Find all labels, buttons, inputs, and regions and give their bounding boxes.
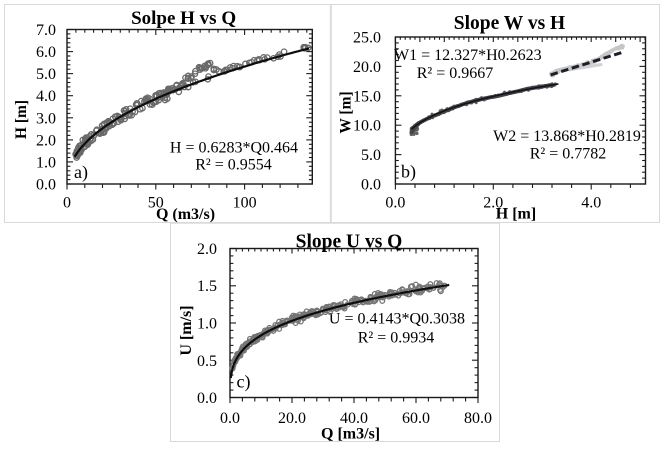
svg-text:20.0: 20.0 (353, 59, 381, 76)
svg-text:2.0: 2.0 (36, 132, 56, 149)
svg-text:100: 100 (233, 195, 257, 212)
svg-text:80.0: 80.0 (464, 410, 492, 427)
svg-text:b): b) (401, 161, 416, 182)
svg-text:0.0: 0.0 (220, 410, 240, 427)
svg-text:0.0: 0.0 (385, 195, 405, 212)
svg-text:0.0: 0.0 (361, 177, 381, 194)
svg-text:7.0: 7.0 (36, 22, 56, 39)
svg-text:U = 0.4143*Q0.3038: U = 0.4143*Q0.3038 (329, 311, 465, 328)
svg-text:1.5: 1.5 (197, 278, 217, 295)
svg-text:0: 0 (63, 195, 71, 212)
svg-text:60.0: 60.0 (402, 410, 430, 427)
svg-text:20.0: 20.0 (278, 410, 306, 427)
svg-text:H [m]: H [m] (13, 100, 30, 139)
svg-text:2.0: 2.0 (483, 195, 503, 212)
svg-text:R² = 0.9934: R² = 0.9934 (358, 330, 435, 347)
svg-text:6.0: 6.0 (36, 44, 56, 61)
svg-text:a): a) (74, 162, 88, 183)
svg-text:5.0: 5.0 (361, 147, 381, 164)
svg-text:Q [m3/s]: Q [m3/s] (321, 426, 380, 443)
svg-text:2.0: 2.0 (197, 241, 217, 258)
svg-text:c): c) (237, 372, 251, 393)
svg-text:R² = 0.9554: R² = 0.9554 (195, 157, 272, 174)
svg-text:Slope U vs Q: Slope U vs Q (296, 232, 403, 253)
svg-text:Solpe H vs Q: Solpe H vs Q (131, 8, 236, 29)
svg-text:10.0: 10.0 (353, 118, 381, 135)
svg-text:Slope W vs H: Slope W vs H (454, 13, 565, 34)
svg-text:H [m]: H [m] (496, 206, 536, 223)
svg-text:U [m/s]: U [m/s] (178, 305, 195, 355)
svg-text:4.0: 4.0 (36, 88, 56, 105)
svg-text:W1 = 12.327*H0.2623: W1 = 12.327*H0.2623 (394, 47, 542, 64)
svg-text:15.0: 15.0 (353, 88, 381, 105)
svg-text:Q (m3/s): Q (m3/s) (156, 206, 215, 223)
svg-text:3.0: 3.0 (36, 110, 56, 127)
svg-text:1.0: 1.0 (36, 154, 56, 171)
svg-text:5.0: 5.0 (36, 66, 56, 83)
svg-text:0.5: 0.5 (197, 353, 217, 370)
svg-text:W [m]: W [m] (338, 91, 355, 133)
svg-text:50: 50 (148, 195, 164, 212)
svg-text:R² = 0.9667: R² = 0.9667 (417, 65, 494, 82)
svg-text:40.0: 40.0 (340, 410, 368, 427)
svg-text:0.0: 0.0 (36, 177, 56, 194)
svg-text:W2 = 13.868*H0.2819: W2 = 13.868*H0.2819 (493, 128, 641, 145)
svg-text:0.0: 0.0 (197, 390, 217, 407)
svg-text:4.0: 4.0 (581, 195, 601, 212)
svg-text:R² = 0.7782: R² = 0.7782 (530, 145, 607, 162)
svg-text:1.0: 1.0 (197, 316, 217, 333)
svg-text:H = 0.6283*Q0.464: H = 0.6283*Q0.464 (170, 139, 298, 156)
svg-text:25.0: 25.0 (353, 30, 381, 47)
